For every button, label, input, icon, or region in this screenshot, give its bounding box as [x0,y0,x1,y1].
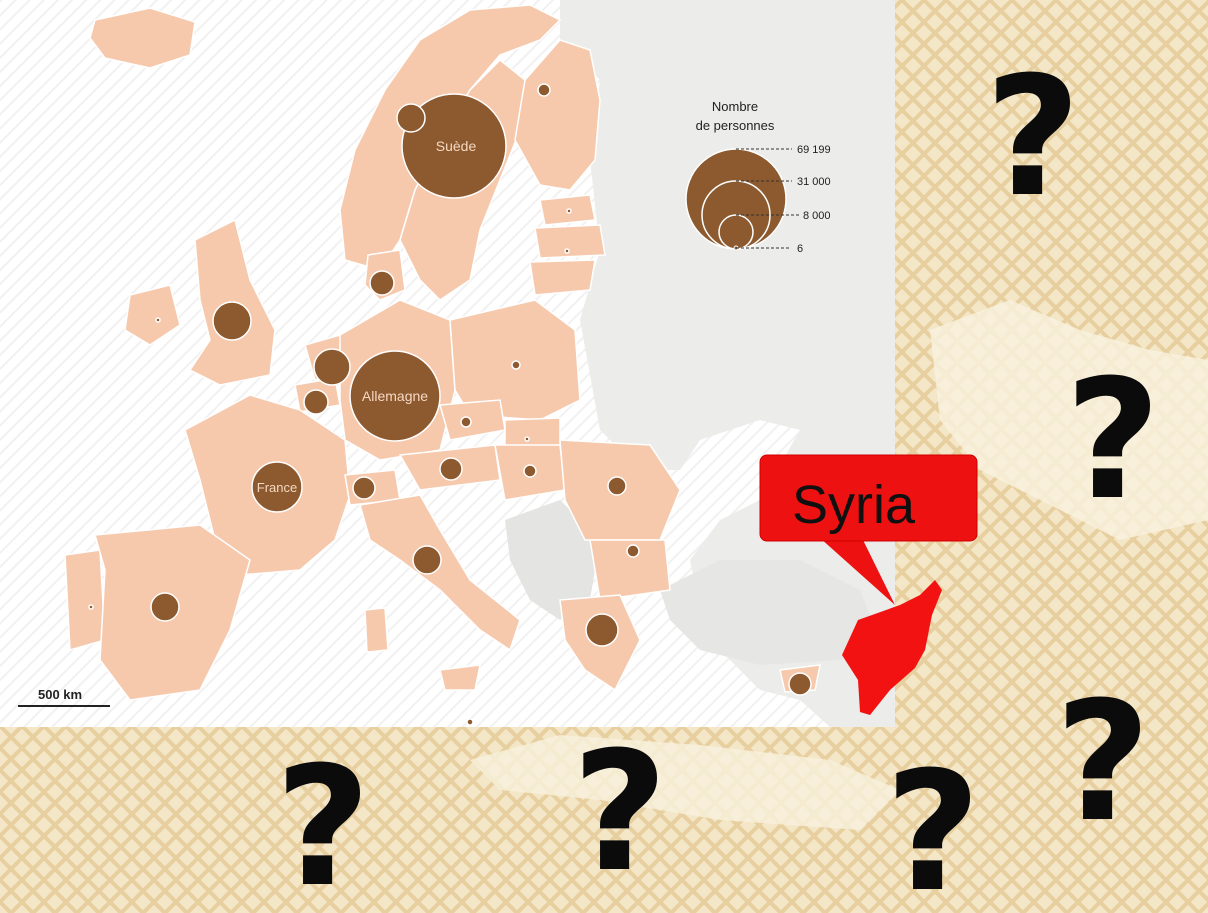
turkey-grey [660,560,880,665]
faint-landmass-right [930,300,1208,540]
question-mark-4: ? [275,731,371,913]
slovakia [504,417,561,449]
bubble-cyprus [788,672,812,696]
bubbles [88,83,812,726]
non-eu-land [560,0,895,727]
legend-value-1: 69 199 [797,144,831,156]
italy [359,494,521,652]
bubble-small-2 [564,248,570,254]
bubble-bulgaria [626,544,640,558]
portugal [64,549,106,651]
callout-tail [820,538,895,605]
bubble-small-1 [566,208,572,214]
callout-label: Syria [792,475,916,535]
bubble-romania [607,476,627,496]
bulgaria [589,539,671,601]
bubble-greece [585,613,619,647]
ireland [124,284,181,346]
scale-label: 500 km [38,687,82,702]
faint-landmass-bottom [470,735,900,830]
question-mark-2: ? [1065,344,1161,536]
legend: Nombre de personnes 69 199 31 000 8 000 … [685,99,831,255]
bubble-italy [412,545,442,575]
bubble-small-5 [466,718,474,726]
iceland [89,7,196,69]
bubble-austria [439,457,463,481]
bubble-poland [511,360,521,370]
bubble-czechia [460,416,472,428]
bubble-netherlands [313,348,351,386]
latvia [534,224,606,259]
sicily [439,664,481,691]
bubble-norway [396,103,426,133]
question-mark-6: ? [885,736,981,913]
legend-title-line2: de personnes [696,118,775,133]
label-sweden: Suède [436,138,477,154]
label-france: France [257,480,297,495]
scale-bar: 500 km [18,687,110,707]
sardinia [364,607,389,653]
legend-value-2: 31 000 [797,176,831,188]
question-mark-5: ? [572,716,668,908]
question-mark-1: ? [985,41,1081,233]
bubble-belgium [303,389,329,415]
lithuania [529,259,596,296]
bubble-germany [349,350,441,442]
finland [514,39,601,191]
bubble-hungary [523,464,537,478]
label-germany: Allemagne [362,388,428,404]
bubble-spain [150,592,180,622]
poland [449,299,581,421]
bubble-small-4 [524,436,530,442]
question-mark-3: ? [1055,666,1151,858]
callout-box [759,454,978,542]
legend-value-3: 8 000 [803,210,831,222]
syria-shape [842,580,942,715]
legend-title-line1: Nombre [712,99,758,114]
bubble-sweden [401,93,507,199]
bubble-small-3 [155,317,161,323]
bubble-finland [537,83,551,97]
syria-callout [759,454,978,605]
bubble-uk [212,301,252,341]
bubble-small-6 [88,604,94,610]
balkans-grey [505,500,600,620]
legend-circle-small [718,214,754,250]
bubble-france [251,461,303,513]
bubble-denmark [369,270,395,296]
legend-value-4: 6 [797,243,803,255]
bubble-switzerland [352,476,376,500]
